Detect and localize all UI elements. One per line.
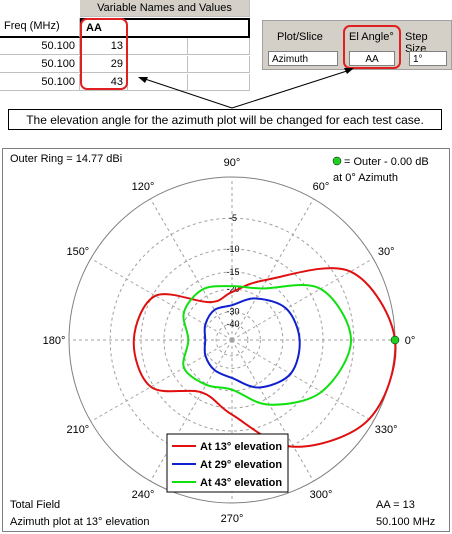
label: El Angle° <box>349 31 394 43</box>
footer: Total Field <box>10 499 60 511</box>
cell <box>188 38 250 55</box>
angle-label: 0° <box>405 335 416 347</box>
cell: 50.100 <box>0 56 80 73</box>
angle-label: 300° <box>310 489 333 501</box>
pattern-curve <box>132 267 397 448</box>
grid-ring <box>203 311 261 369</box>
cell: 50.100 <box>0 74 80 91</box>
highlight <box>80 18 128 90</box>
r-tick-label: -30 <box>226 307 239 317</box>
table-title: Variable Names and Values <box>80 0 250 17</box>
grid-ring <box>215 323 249 357</box>
cell <box>128 38 188 55</box>
max-point <box>390 335 400 345</box>
footer: Azimuth plot at 13° elevation <box>10 516 150 528</box>
arrow <box>141 77 233 109</box>
angle-label: 240° <box>132 489 155 501</box>
angle-label: 180° <box>43 335 66 347</box>
legend-label: At 13° elevation <box>200 441 282 453</box>
header: Freq (MHz) <box>0 18 80 38</box>
angle-label: 90° <box>224 157 241 169</box>
angle-label: 150° <box>66 246 89 258</box>
angle-label: 210° <box>66 424 89 436</box>
pattern-curve <box>203 297 301 389</box>
angle-label: 270° <box>221 513 244 525</box>
r-tick-label: -40 <box>226 319 239 329</box>
angle-label: 120° <box>132 181 155 193</box>
angle-label: 330° <box>375 424 398 436</box>
cell <box>128 56 188 73</box>
chart-title: Outer Ring = 14.77 dBi <box>10 153 122 165</box>
r-tick-label: -5 <box>229 213 237 223</box>
controls-panel: Plot/Slice Azimuth El Angle° AA Step Siz… <box>262 20 452 70</box>
arrowhead <box>344 68 354 74</box>
r-tick-label: -15 <box>226 267 239 277</box>
r-tick-label: -10 <box>226 244 239 254</box>
arrowhead <box>138 77 148 83</box>
pattern-curve <box>182 284 352 406</box>
highlight <box>343 25 401 69</box>
polar-chart: Outer Ring = 14.77 dBi = Outer - 0.00 dB… <box>2 148 450 532</box>
note: = Outer - 0.00 dB <box>344 156 429 168</box>
footer: AA = 13 <box>376 499 415 511</box>
dropdown[interactable]: 1° <box>409 51 447 66</box>
table: Variable Names and Values Freq (MHz) AA … <box>0 0 250 92</box>
cell <box>188 56 250 73</box>
legend: At 13° elevation At 29° elevation At 43° e… <box>166 433 289 493</box>
legend-label: At 43° elevation <box>200 477 282 489</box>
cell <box>188 74 250 91</box>
note: at 0° Azimuth <box>333 172 398 184</box>
angle-label: 60° <box>313 181 330 193</box>
arrow <box>231 69 351 109</box>
spinner[interactable]: AA <box>349 51 395 66</box>
cell <box>128 74 188 91</box>
r-tick-label: -20 <box>226 284 239 294</box>
label: Plot/Slice <box>277 31 323 43</box>
callout: The elevation angle for the azimuth plot… <box>8 109 442 130</box>
cell: 50.100 <box>0 38 80 55</box>
legend-label: At 29° elevation <box>200 459 282 471</box>
footer: 50.100 MHz <box>376 516 435 528</box>
angle-label: 30° <box>378 246 395 258</box>
dropdown[interactable]: Azimuth <box>268 51 338 66</box>
arrows <box>138 68 354 109</box>
max-marker <box>332 156 342 166</box>
